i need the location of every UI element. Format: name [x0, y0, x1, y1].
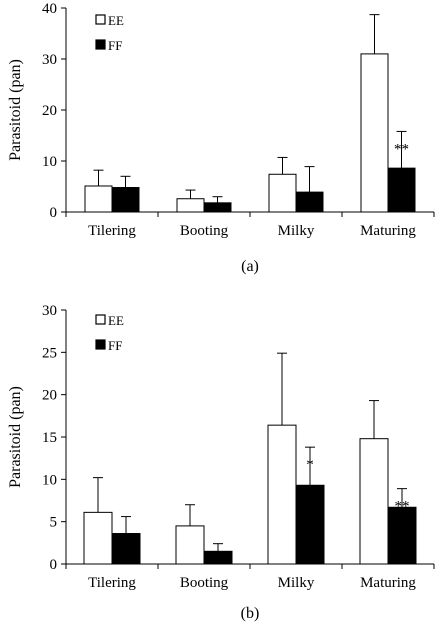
bar	[360, 53, 389, 213]
bar	[83, 511, 113, 565]
y-tick-label: 30	[42, 52, 57, 68]
y-tick-label: 20	[42, 388, 57, 404]
y-tick-label: 30	[42, 303, 57, 319]
y-tick-label: 15	[42, 430, 57, 446]
bar	[84, 185, 113, 213]
y-tick-label: 10	[42, 154, 57, 170]
panel-label: (a)	[241, 258, 259, 275]
y-tick-label: 40	[42, 1, 57, 17]
x-tick-label: Milky	[278, 575, 315, 591]
y-tick-label: 0	[50, 205, 58, 221]
chart-panel-b: 0 5 10 15 20 25 30 Parasitoid (pan) Tilering Boot…	[0, 300, 444, 631]
legend-swatch	[95, 14, 106, 25]
legend-label: FF	[108, 38, 122, 53]
x-tick-label: Milky	[278, 223, 315, 239]
bar	[111, 533, 141, 565]
x-tick-label: Tilering	[88, 223, 136, 239]
significance-marker: **	[395, 499, 410, 515]
legend-label: FF	[108, 338, 122, 353]
panel-label: (b)	[241, 605, 260, 622]
bar	[295, 484, 325, 565]
y-tick-label: 0	[50, 557, 58, 573]
y-tick-label: 5	[50, 515, 58, 531]
x-tick-label: Maturing	[360, 223, 416, 239]
chart-a-svg: 0 10 20 30 40 Parasitoid (pan) Tilering Booting…	[7, 1, 435, 275]
bar	[267, 424, 297, 565]
bar	[176, 198, 205, 213]
y-axis-title: Parasitoid (pan)	[7, 59, 24, 161]
legend-swatch	[95, 314, 106, 325]
y-tick-label: 20	[42, 103, 57, 119]
bar	[203, 550, 233, 565]
significance-marker: **	[394, 141, 409, 157]
y-tick-label: 10	[42, 472, 57, 488]
legend-swatch	[95, 339, 106, 350]
bar	[387, 506, 417, 565]
legend-swatch	[95, 39, 106, 50]
significance-marker: *	[306, 457, 314, 473]
bar	[268, 173, 297, 213]
bar	[359, 438, 389, 565]
bar	[203, 202, 232, 213]
legend-label: EE	[108, 13, 124, 28]
y-axis-title: Parasitoid (pan)	[7, 386, 24, 488]
chart-panel-a: 0 10 20 30 40 Parasitoid (pan) Tilering Booting…	[0, 0, 444, 300]
x-tick-label: Maturing	[360, 575, 416, 591]
x-tick-label: Booting	[180, 575, 229, 591]
bar	[111, 187, 140, 213]
chart-b-svg: 0 5 10 15 20 25 30 Parasitoid (pan) Tilering Boot…	[7, 303, 435, 622]
bar	[387, 167, 416, 213]
y-tick-label: 25	[42, 345, 57, 361]
bar	[175, 525, 205, 565]
x-tick-label: Tilering	[88, 575, 136, 591]
legend-label: EE	[108, 313, 124, 328]
bar	[295, 191, 324, 213]
x-tick-label: Booting	[180, 223, 229, 239]
